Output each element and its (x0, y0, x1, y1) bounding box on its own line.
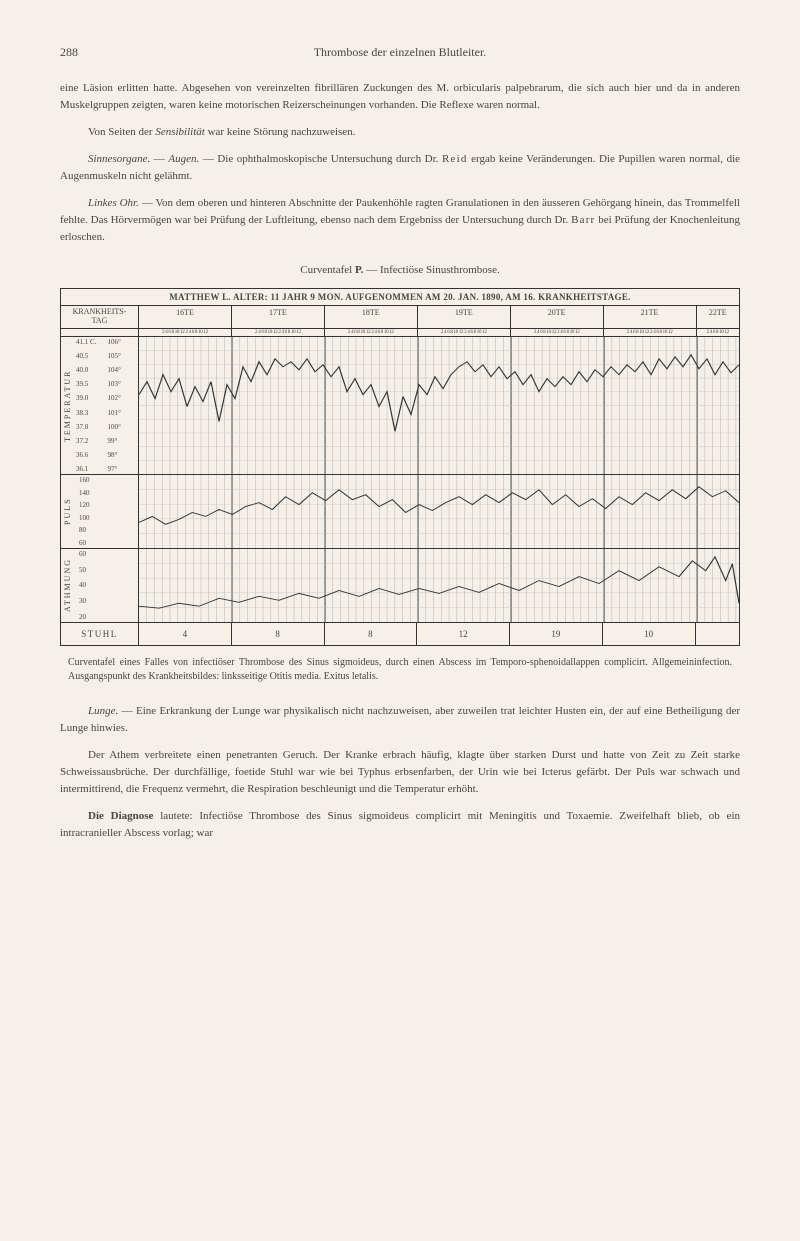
grid (139, 337, 739, 474)
day-col: 22TE (697, 306, 739, 328)
stuhl-cell (696, 623, 739, 645)
hour-seg: 2 4 6 8 10 12 (697, 329, 739, 336)
para-5: Lunge. — Eine Erkrankung der Lunge war p… (60, 703, 740, 737)
para-1: eine Läsion erlitten hatte. Abgesehen vo… (60, 80, 740, 114)
page-number: 288 (60, 45, 78, 60)
stuhl-cell: 8 (232, 623, 325, 645)
running-head: 288 Thrombose der einzelnen Blutleiter. (60, 45, 740, 60)
ylabel-temp: TEMPERATUR (61, 337, 75, 474)
figure-caption: Curventafel eines Falles von infectiöser… (68, 656, 732, 685)
header-row: KRANKHEITS-TAG 16TE 17TE 18TE 19TE 20TE … (61, 306, 739, 329)
hour-seg: 2 4 6 8 10 12 2 4 6 8 10 12 (418, 329, 511, 336)
panel-temperatur: TEMPERATUR 41.1 C.106° 40.5105° 40.0104°… (61, 337, 739, 475)
hour-seg: 2 4 6 8 10 12 2 4 6 8 10 12 (232, 329, 325, 336)
chart-title: MATTHEW L. ALTER: 11 JAHR 9 MON. AUFGENO… (61, 289, 739, 306)
para-4: Linkes Ohr. — Von dem oberen und hintere… (60, 195, 740, 246)
ylabel-puls: PULS (61, 475, 75, 548)
hour-seg: 2 4 6 8 10 12 2 4 6 8 10 12 (511, 329, 604, 336)
day-col: 17TE (232, 306, 325, 328)
day-col: 16TE (139, 306, 232, 328)
plot-puls (139, 475, 739, 548)
hour-seg: 2 4 6 8 10 12 2 4 6 8 10 12 (139, 329, 232, 336)
plot-athmung (139, 549, 739, 622)
hour-seg: 2 4 6 8 10 12 2 4 6 8 10 12 (604, 329, 697, 336)
panel-puls: PULS 160 140 120 100 80 60 (61, 475, 739, 549)
para-3: Sinnesorgane. — Augen. — Die ophthalmosk… (60, 151, 740, 185)
para-6: Der Athem verbreitete einen penetranten … (60, 747, 740, 798)
yticks-puls: 160 140 120 100 80 60 (75, 475, 138, 548)
stuhl-cell: 8 (325, 623, 418, 645)
athmung-line (139, 557, 739, 608)
yticks-temp: 41.1 C.106° 40.5105° 40.0104° 39.5103° 3… (75, 337, 138, 474)
day-col: 20TE (511, 306, 604, 328)
ylabel-athmung: ATHMUNG (61, 549, 75, 622)
hour-seg: 2 4 6 8 10 12 2 4 6 8 10 12 (325, 329, 418, 336)
chart-caption: Curventafel P. — Infectiöse Sinusthrombo… (60, 264, 740, 276)
para-2: Von Seiten der Sensibilität war keine St… (60, 124, 740, 141)
day-col: 21TE (604, 306, 697, 328)
day-col: 19TE (418, 306, 511, 328)
hdr-label: KRANKHEITS-TAG (61, 306, 139, 328)
plot-temp (139, 337, 739, 474)
stuhl-cell: 12 (417, 623, 510, 645)
para-7: Die Diagnose lautete: Infectiöse Thrombo… (60, 808, 740, 842)
temp-line (139, 355, 739, 431)
stuhl-row: STUHL 4 8 8 12 19 10 (61, 623, 739, 645)
stuhl-label: STUHL (61, 623, 139, 645)
hour-row: 2 4 6 8 10 12 2 4 6 8 10 12 2 4 6 8 10 1… (61, 329, 739, 337)
yticks-athmung: 60 50 40 30 20 (75, 549, 138, 622)
panel-athmung: ATHMUNG 60 50 40 30 20 (61, 549, 739, 623)
stuhl-cell: 4 (139, 623, 232, 645)
stuhl-cell: 10 (603, 623, 696, 645)
running-head-text: Thrombose der einzelnen Blutleiter. (314, 45, 487, 59)
chart-box: MATTHEW L. ALTER: 11 JAHR 9 MON. AUFGENO… (60, 288, 740, 646)
day-col: 18TE (325, 306, 418, 328)
stuhl-cell: 19 (510, 623, 603, 645)
